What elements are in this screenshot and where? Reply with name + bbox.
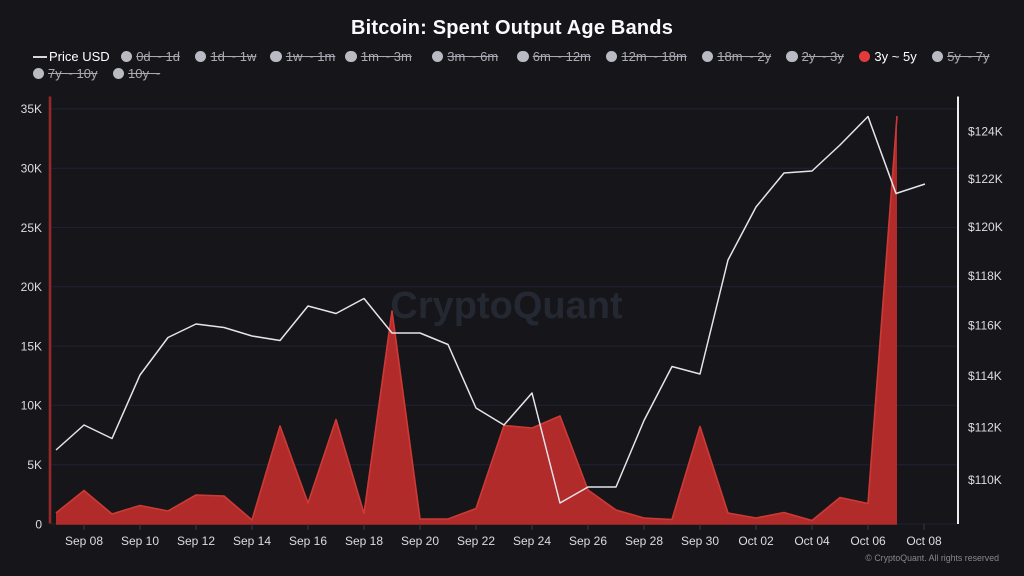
svg-text:30K: 30K — [21, 162, 42, 176]
svg-text:10K: 10K — [21, 399, 42, 413]
svg-text:$120K: $120K — [968, 220, 1003, 234]
svg-text:Sep 14: Sep 14 — [233, 534, 271, 548]
svg-text:Oct 06: Oct 06 — [850, 534, 886, 548]
svg-text:$118K: $118K — [968, 269, 1002, 283]
svg-text:5K: 5K — [27, 458, 42, 472]
svg-text:20K: 20K — [21, 280, 42, 294]
svg-text:$124K: $124K — [968, 125, 1003, 139]
svg-text:Oct 02: Oct 02 — [738, 534, 774, 548]
svg-text:25K: 25K — [21, 221, 42, 235]
svg-text:Sep 12: Sep 12 — [177, 534, 215, 548]
svg-text:Oct 08: Oct 08 — [906, 534, 942, 548]
svg-text:Sep 26: Sep 26 — [569, 534, 607, 548]
svg-text:Sep 30: Sep 30 — [681, 534, 719, 548]
svg-text:$110K: $110K — [968, 473, 1002, 487]
svg-text:0: 0 — [35, 517, 42, 531]
svg-text:$116K: $116K — [968, 319, 1002, 333]
svg-text:35K: 35K — [21, 102, 42, 116]
svg-text:$114K: $114K — [968, 369, 1002, 383]
svg-text:$112K: $112K — [968, 421, 1002, 435]
svg-text:Sep 24: Sep 24 — [513, 534, 551, 548]
svg-text:Sep 20: Sep 20 — [401, 534, 439, 548]
svg-text:$122K: $122K — [968, 172, 1003, 186]
svg-text:Sep 10: Sep 10 — [121, 534, 159, 548]
svg-text:Oct 04: Oct 04 — [794, 534, 830, 548]
svg-text:Sep 28: Sep 28 — [625, 534, 663, 548]
svg-text:Sep 16: Sep 16 — [289, 534, 327, 548]
svg-text:Sep 22: Sep 22 — [457, 534, 495, 548]
svg-text:Sep 18: Sep 18 — [345, 534, 383, 548]
svg-text:Sep 08: Sep 08 — [65, 534, 103, 548]
svg-text:15K: 15K — [21, 339, 42, 353]
